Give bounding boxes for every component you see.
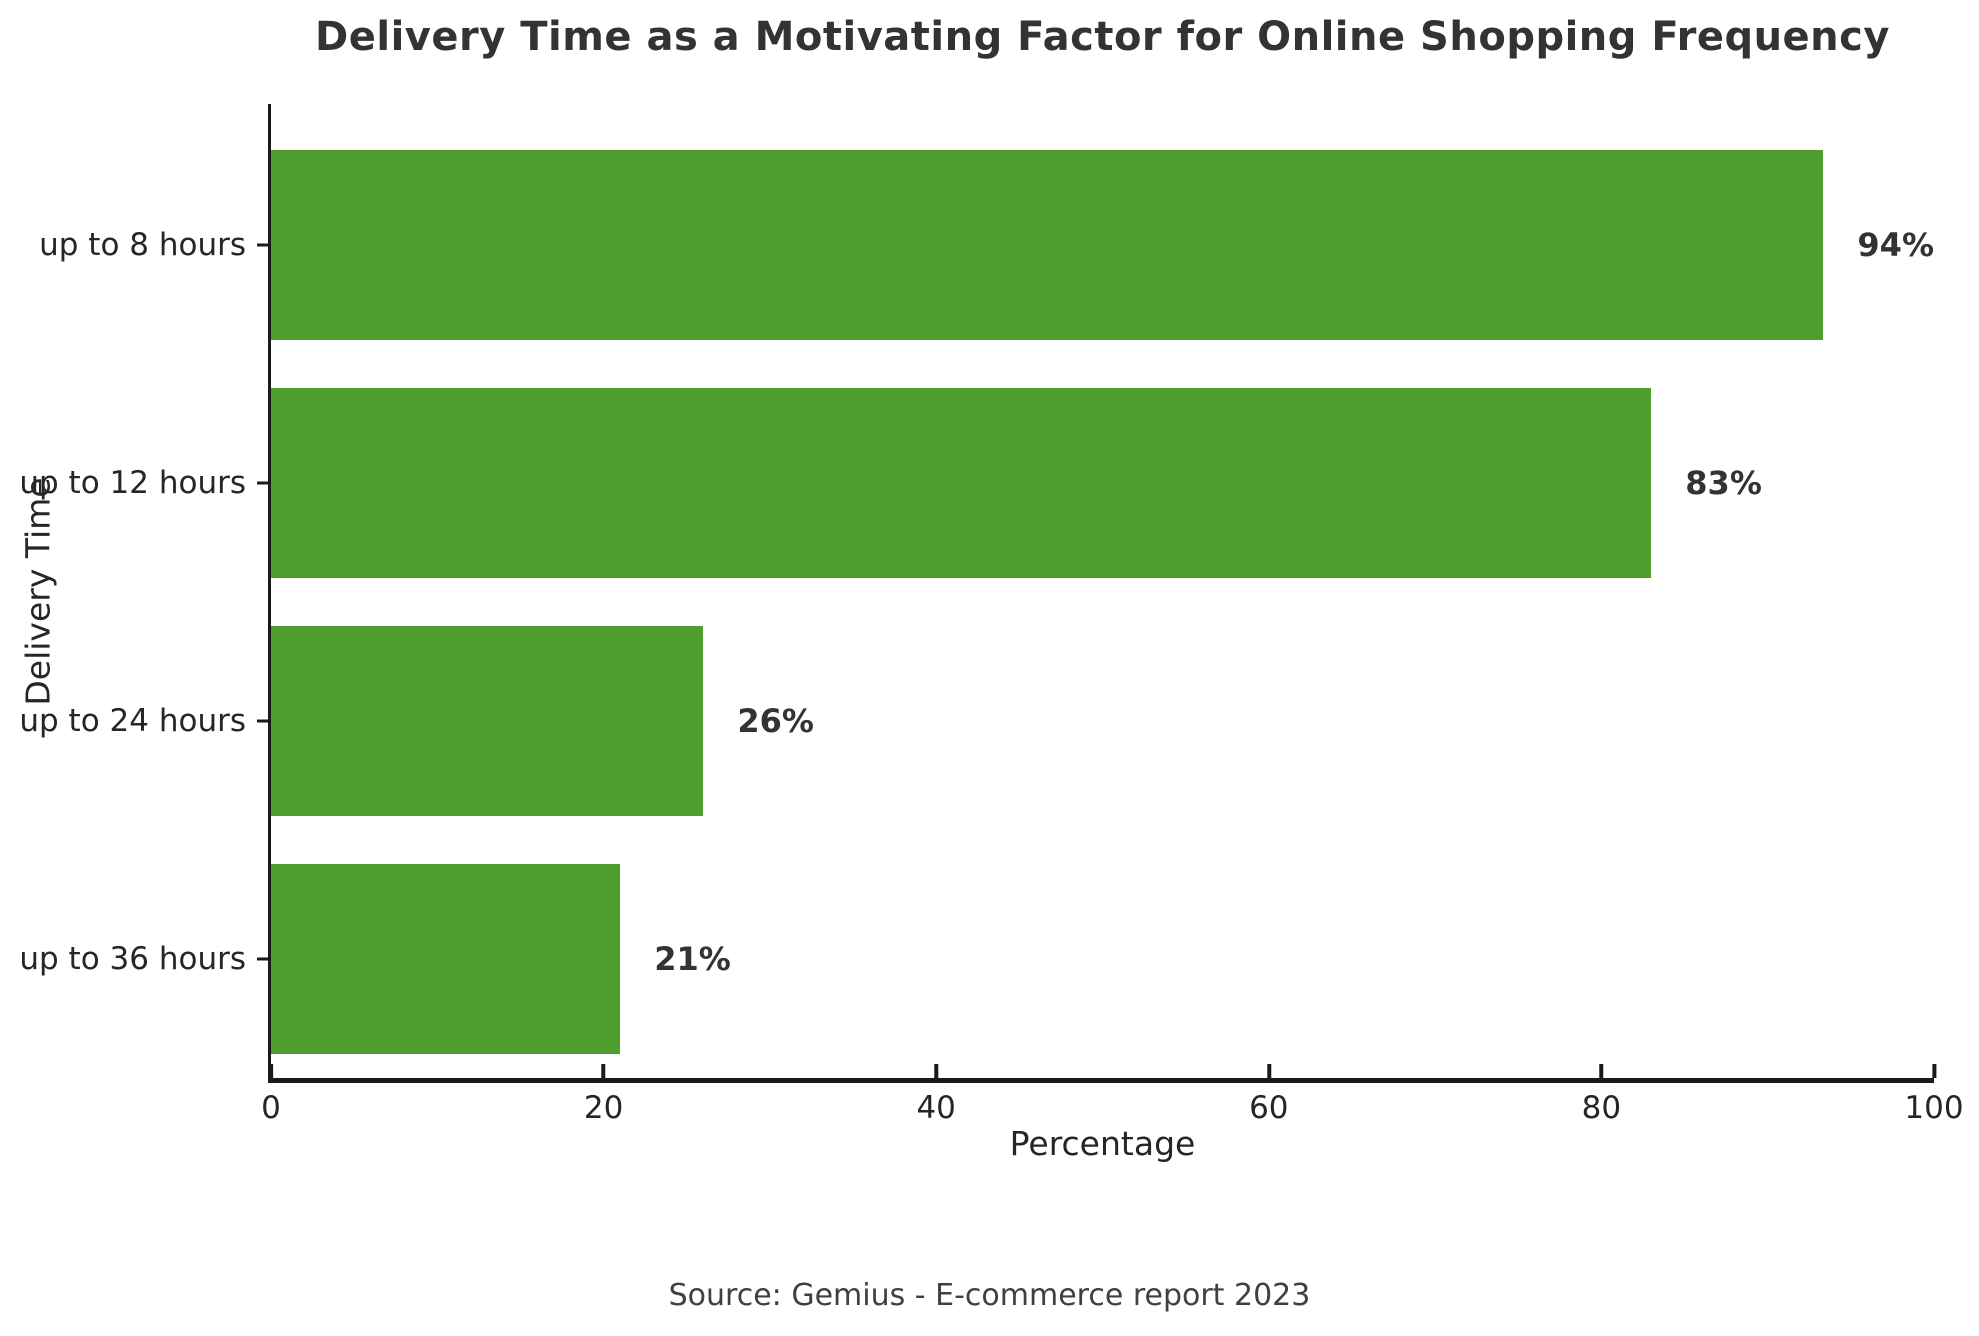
value-label: 26% [737, 702, 814, 740]
bar-row: up to 24 hours 26% [19, 602, 1934, 840]
bar-row: up to 36 hours 21% [19, 840, 1934, 1078]
x-tick-mark [1266, 1064, 1271, 1078]
y-tick [257, 957, 268, 961]
value-label: 94% [1857, 226, 1934, 264]
y-tick [257, 719, 268, 723]
y-tick [257, 243, 268, 247]
bar-row: up to 8 hours 94% [39, 126, 1934, 364]
y-tick [257, 481, 268, 485]
x-tick-mark [268, 1064, 273, 1078]
x-tick-label: 80 [1581, 1090, 1622, 1126]
x-tick-mark [1599, 1064, 1604, 1078]
category-label: up to 36 hours [19, 941, 246, 977]
source-note: Source: Gemius - E-commerce report 2023 [668, 1278, 1311, 1313]
x-tick-label: 40 [916, 1090, 956, 1126]
x-tick-label: 20 [583, 1090, 624, 1126]
y-axis-title: Delivery Time [18, 476, 58, 706]
x-axis-title: Percentage [1009, 1124, 1196, 1163]
category-label: up to 24 hours [19, 703, 246, 739]
plot-area: up to 8 hours 94% up to 12 hours 83% up to 2… [19, 104, 1964, 1126]
x-tick: 20 [583, 1064, 624, 1126]
chart-title: Delivery Time as a Motivating Factor for… [315, 14, 1890, 60]
x-axis-spine [268, 1078, 1934, 1083]
bar-row: up to 12 hours 83% [19, 364, 1934, 602]
x-tick-mark [1931, 1064, 1936, 1078]
x-tick: 100 [1904, 1064, 1964, 1126]
value-label: 83% [1685, 464, 1762, 502]
x-tick-mark [601, 1064, 606, 1078]
x-tick: 60 [1249, 1064, 1289, 1126]
category-label: up to 8 hours [39, 227, 246, 263]
category-label: up to 12 hours [19, 465, 246, 501]
bar-rows: up to 8 hours 94% up to 12 hours 83% up to 2… [19, 126, 1934, 1078]
value-label: 21% [654, 940, 731, 978]
bar [271, 625, 704, 817]
bar [271, 863, 621, 1055]
x-tick-label: 0 [261, 1090, 281, 1126]
bar [271, 387, 1652, 579]
y-axis-spine [268, 104, 271, 1083]
x-tick: 80 [1581, 1064, 1622, 1126]
x-tick: 40 [916, 1064, 956, 1126]
bar [271, 149, 1824, 341]
x-tick: 0 [261, 1064, 281, 1126]
x-tick-label: 100 [1904, 1090, 1964, 1126]
x-tick-label: 60 [1249, 1090, 1289, 1126]
x-tick-mark [934, 1064, 939, 1078]
